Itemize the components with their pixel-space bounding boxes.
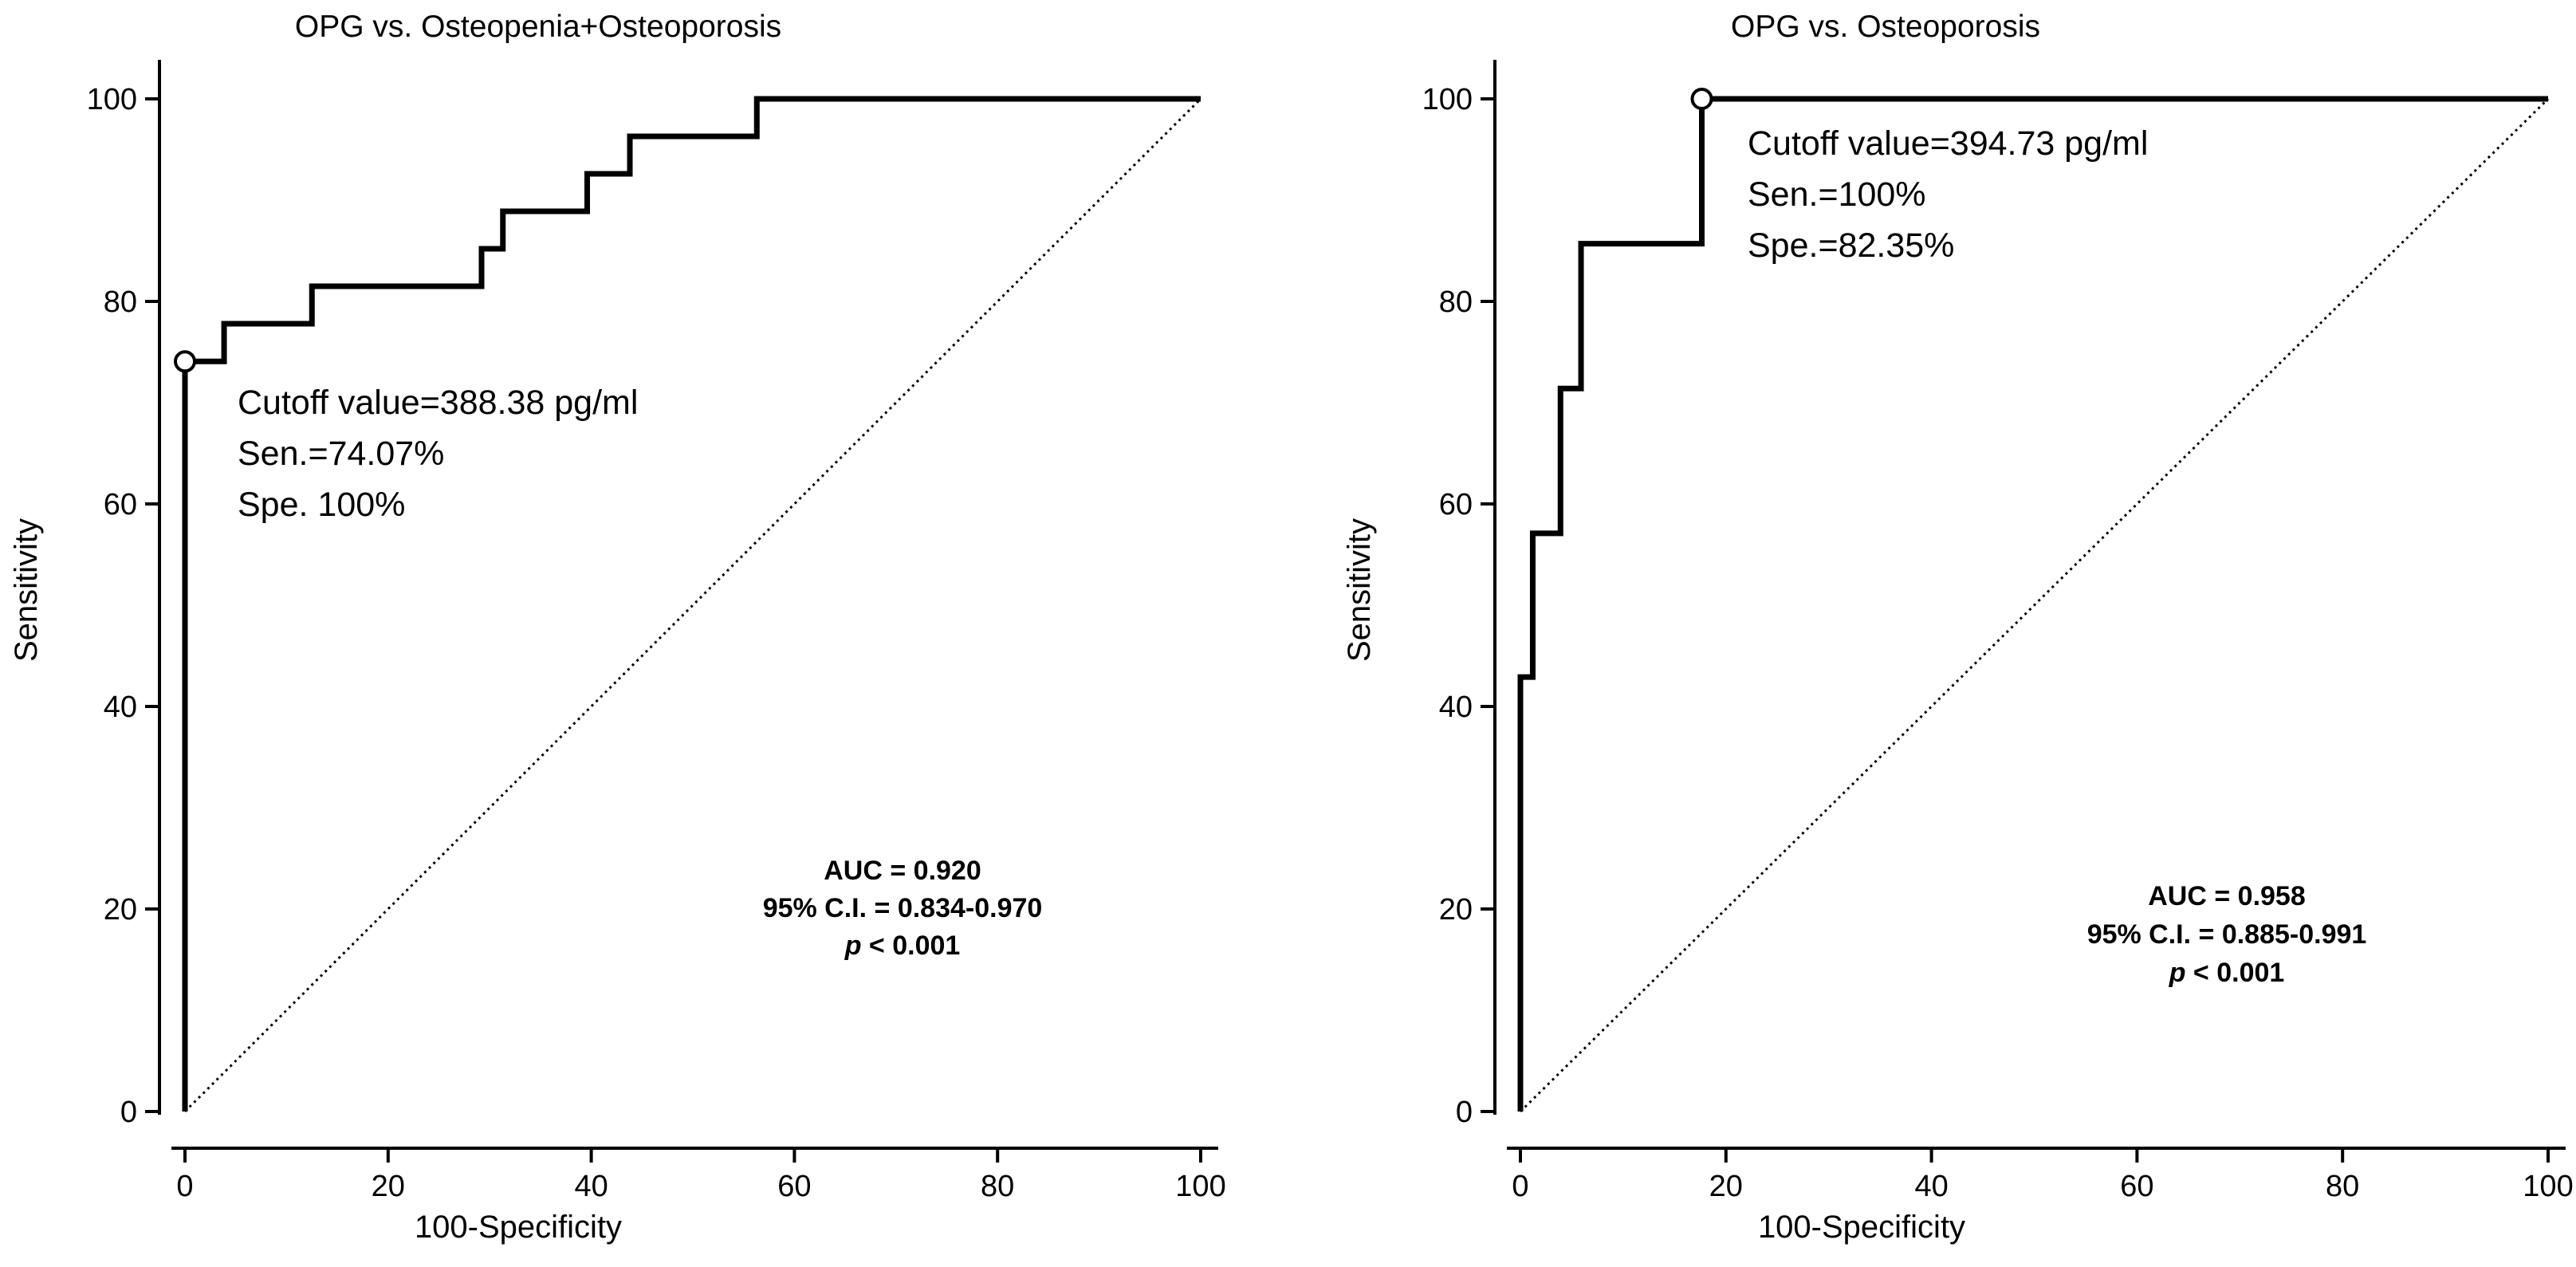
p-symbol: p <box>2169 958 2186 988</box>
auc-label: AUC = 0.958 <box>2148 881 2306 911</box>
x-tick-label: 60 <box>2120 1170 2153 1203</box>
reference-line <box>183 97 1202 1113</box>
x-tick-label: 0 <box>1512 1170 1528 1203</box>
y-tick-label: 80 <box>1439 285 1473 319</box>
y-tick-label: 40 <box>104 691 137 724</box>
y-tick-label: 20 <box>1439 893 1473 927</box>
y-tick-label: 80 <box>104 285 137 319</box>
x-axis-label: 100-Specificity <box>1758 1210 1965 1245</box>
x-tick-label: 100 <box>2523 1170 2573 1203</box>
y-tick-label: 100 <box>87 83 137 116</box>
y-tick-label: 60 <box>1439 488 1473 521</box>
x-axis-label: 100-Specificity <box>415 1210 622 1245</box>
y-tick-label: 20 <box>104 893 137 927</box>
ci-label: 95% C.I. = 0.885-0.991 <box>2087 919 2367 950</box>
cutoff-point-marker <box>174 350 196 373</box>
x-tick-label: 40 <box>574 1170 608 1203</box>
x-tick-label: 40 <box>1914 1170 1948 1203</box>
axis-tick-labels: 0 20 40 60 80 100 0 20 40 60 80 100 <box>87 83 1226 1203</box>
cutoff-value-label: Cutoff value=388.38 pg/ml <box>238 384 638 422</box>
chart-panel-osteopenia-osteoporosis: OPG vs. Osteopenia+Osteoporosis 0 20 40 60 8… <box>9 10 1226 1245</box>
cutoff-value-label: Cutoff value=394.73 pg/ml <box>1748 124 2148 163</box>
p-value-text: < 0.001 <box>861 931 960 961</box>
p-value-text: < 0.001 <box>2185 958 2284 988</box>
x-tick-label: 20 <box>1709 1170 1743 1203</box>
p-value-label: p < 0.001 <box>844 931 961 961</box>
reference-line <box>1519 97 2550 1113</box>
chart-title: OPG vs. Osteoporosis <box>1731 10 2040 44</box>
y-axis-label: Sensitivity <box>9 518 44 662</box>
y-tick-label: 0 <box>1456 1096 1473 1129</box>
x-tick-label: 0 <box>176 1170 193 1203</box>
y-tick-label: 40 <box>1439 691 1473 724</box>
sensitivity-label: Sen.=74.07% <box>238 435 444 473</box>
x-tick-label: 80 <box>981 1170 1014 1203</box>
chart-title: OPG vs. Osteopenia+Osteoporosis <box>295 10 781 44</box>
axis-tick-labels: 0 20 40 60 80 100 0 20 40 60 80 100 <box>1422 83 2574 1203</box>
auc-label: AUC = 0.920 <box>824 856 981 886</box>
y-tick-label: 0 <box>120 1096 137 1129</box>
specificity-label: Spe. 100% <box>238 486 405 524</box>
axis-ticks <box>1481 97 2550 1163</box>
x-tick-label: 100 <box>1175 1170 1225 1203</box>
x-tick-label: 20 <box>372 1170 405 1203</box>
chart-panel-osteoporosis: OPG vs. Osteoporosis 0 20 40 60 80 100 0 20 40 60… <box>1342 10 2574 1245</box>
roc-curve <box>1517 96 2548 1112</box>
p-symbol: p <box>844 931 862 961</box>
y-tick-label: 100 <box>1422 83 1473 116</box>
x-tick-label: 60 <box>777 1170 811 1203</box>
y-axis-label: Sensitivity <box>1342 518 1377 662</box>
specificity-label: Spe.=82.35% <box>1748 226 1954 265</box>
sensitivity-label: Sen.=100% <box>1748 175 1926 214</box>
roc-curve <box>182 96 1201 1112</box>
y-tick-label: 60 <box>104 488 137 521</box>
axis-ticks <box>145 97 1202 1163</box>
cutoff-point-marker <box>1690 88 1713 110</box>
p-value-label: p < 0.001 <box>2169 958 2285 988</box>
x-tick-label: 80 <box>2326 1170 2359 1203</box>
ci-label: 95% C.I. = 0.834-0.970 <box>763 893 1043 923</box>
